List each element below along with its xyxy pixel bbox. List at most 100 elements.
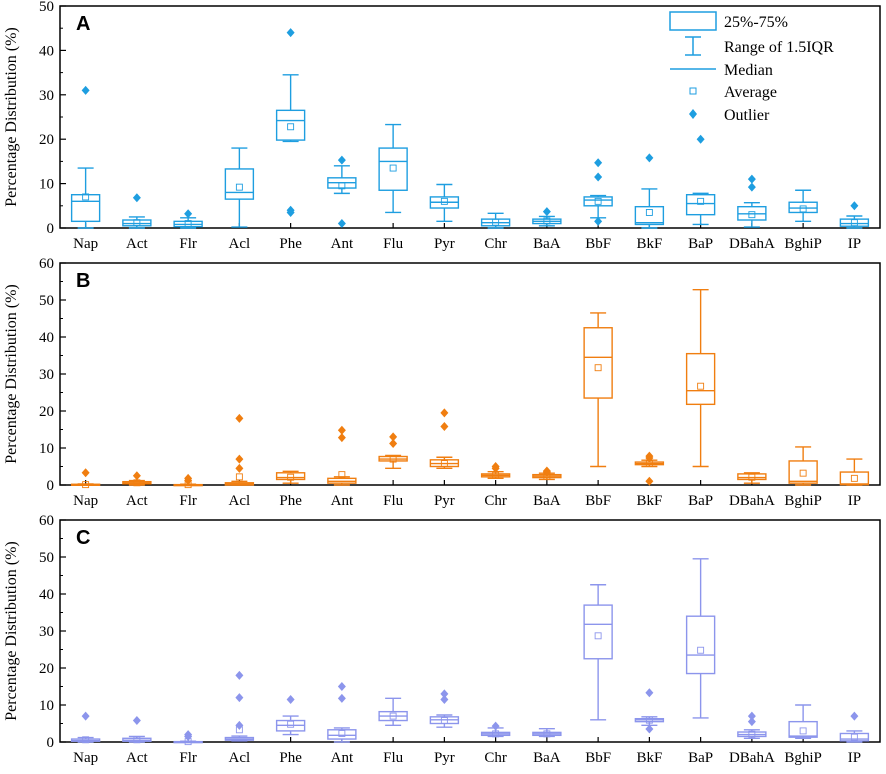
iqr-box <box>685 615 716 675</box>
y-tick-label: 30 <box>39 88 54 104</box>
box-dbaha <box>737 711 767 739</box>
x-tick-label-ip: IP <box>848 750 861 766</box>
x-tick-label-bkf: BkF <box>636 236 662 252</box>
x-tick-label-chr: Chr <box>484 236 507 252</box>
outlier-point <box>747 174 756 184</box>
outlier-point <box>747 182 756 192</box>
outlier-point <box>337 682 346 691</box>
box-baa <box>532 207 562 227</box>
outlier-point <box>594 172 603 182</box>
x-tick-label-act: Act <box>126 493 148 509</box>
x-tick-label-ant: Ant <box>331 493 354 509</box>
x-tick-label-bap: BaP <box>688 750 713 766</box>
x-tick-label-bap: BaP <box>688 493 713 509</box>
panel-letter: C <box>76 527 90 549</box>
x-tick-label-phe: Phe <box>279 236 302 252</box>
outlier-point <box>235 413 244 423</box>
outlier-point <box>81 711 90 721</box>
mean-marker <box>440 717 448 724</box>
box-acl <box>224 413 255 486</box>
box-chr <box>480 721 511 738</box>
x-tick-label-act: Act <box>126 236 148 252</box>
mean-marker <box>594 197 602 205</box>
x-tick-label-dbaha: DBahA <box>729 750 775 766</box>
x-tick-label-nap: Nap <box>73 493 98 509</box>
x-tick-label-phe: Phe <box>279 750 302 766</box>
legend-average-swatch <box>689 87 697 95</box>
mean-marker <box>748 211 756 219</box>
y-axis-title: Percentage Distribution (%) <box>3 27 20 207</box>
box-ip <box>839 711 870 743</box>
legend-whisker-label: Range of 1.5IQR <box>724 39 834 56</box>
box-act <box>122 716 152 744</box>
outlier-point <box>440 422 449 432</box>
iqr-box <box>788 720 818 738</box>
box-flr <box>173 209 203 229</box>
outlier-point <box>696 134 705 144</box>
legend: 25%-75% Range of 1.5IQR Median Average O… <box>669 11 834 124</box>
outlier-point <box>645 688 654 698</box>
y-tick-label: 20 <box>39 132 54 148</box>
y-tick-label: 20 <box>39 661 54 677</box>
outlier-point <box>747 711 756 721</box>
x-tick-label-flu: Flu <box>383 236 404 252</box>
x-tick-label-baa: BaA <box>533 236 561 252</box>
x-tick-label-ip: IP <box>848 493 861 509</box>
legend-box-label: 25%-75% <box>724 14 788 31</box>
box-bbf <box>583 158 613 226</box>
outlier-point <box>645 724 654 734</box>
mean-marker <box>440 197 448 205</box>
outlier-point <box>645 476 654 486</box>
box-chr <box>480 462 511 480</box>
outlier-point <box>337 425 346 435</box>
panel-b: B 0 10 20 30 40 50 60 Percentage Distribution (%… <box>3 256 881 509</box>
x-tick-label-bap: BaP <box>688 236 713 252</box>
mean-marker <box>748 473 756 481</box>
y-tick-label: 0 <box>47 221 55 237</box>
iqr-box <box>327 729 357 740</box>
x-tick-label-nap: Nap <box>73 750 98 766</box>
legend-outlier-label: Outlier <box>724 107 770 124</box>
box-bkf <box>634 153 665 229</box>
outlier-point <box>645 153 654 163</box>
box-baa <box>532 466 562 481</box>
x-tick-label-bkf: BkF <box>636 493 662 509</box>
box-bap <box>685 134 716 226</box>
y-tick-label: 40 <box>39 330 54 346</box>
box-pyr <box>429 689 460 728</box>
outlier-point <box>491 721 500 731</box>
iqr-box <box>583 327 613 399</box>
y-tick-label: 10 <box>39 177 54 193</box>
box-nap <box>70 85 101 229</box>
mean-marker <box>82 193 90 201</box>
y-axis-title: Percentage Distribution (%) <box>3 541 20 721</box>
panel-frame <box>59 519 881 743</box>
mean-marker <box>133 736 141 744</box>
x-tick-label-ant: Ant <box>331 750 354 766</box>
panel-c: C 0 10 20 30 40 50 60 Percentage Distribution (%… <box>3 513 881 766</box>
legend-outlier-swatch <box>689 109 697 119</box>
x-tick-label-bbf: BbF <box>585 236 611 252</box>
x-tick-label-bkf: BkF <box>636 750 662 766</box>
box-bghip <box>788 704 818 739</box>
iqr-box <box>70 193 101 223</box>
mean-marker <box>492 730 500 738</box>
box-flr <box>173 730 203 746</box>
iqr-box <box>275 109 306 141</box>
outlier-point <box>132 716 141 726</box>
iqr-box <box>378 147 408 191</box>
y-tick-label: 0 <box>47 478 55 494</box>
outlier-point <box>132 193 141 203</box>
x-tick-label-act: Act <box>126 750 148 766</box>
outlier-point <box>337 693 346 703</box>
outlier-point <box>184 476 193 486</box>
x-tick-label-phe: Phe <box>279 493 302 509</box>
mean-marker <box>184 220 192 228</box>
box-bbf <box>583 584 613 721</box>
legend-median-label: Median <box>724 62 773 79</box>
chart-panels: A 0 10 20 30 40 50 Percentage Distribution (%) N… <box>3 0 881 766</box>
mean-marker <box>133 219 141 227</box>
outlier-point <box>337 433 346 443</box>
y-tick-label: 0 <box>47 735 55 751</box>
